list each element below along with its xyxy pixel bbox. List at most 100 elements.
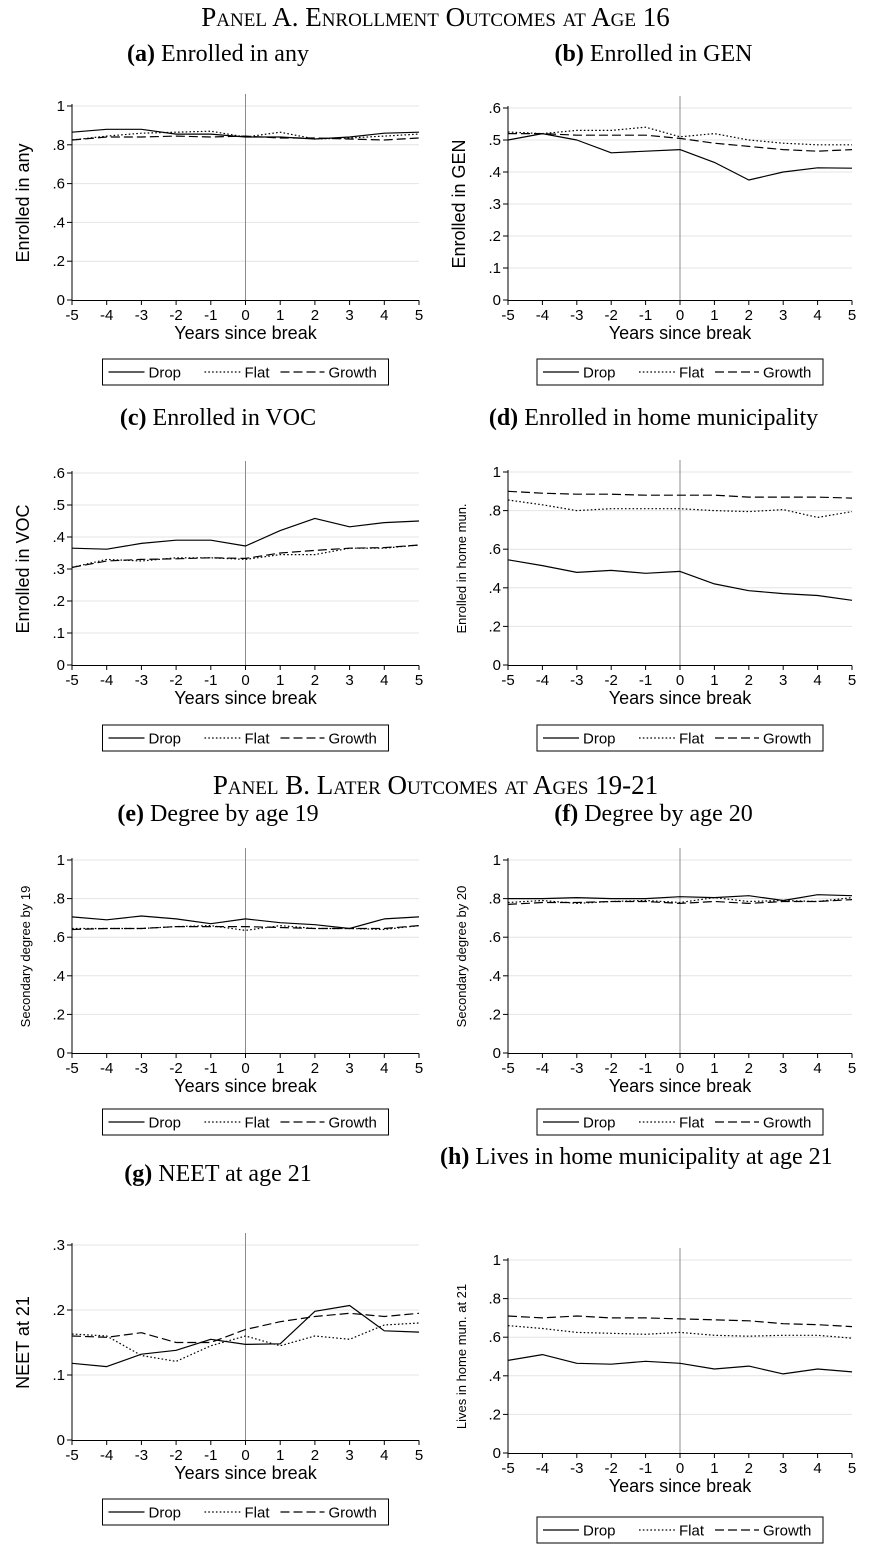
legend-label-drop: Drop [149,1115,182,1132]
subfig-g-caption: (g) NEET at age 21 [0,1160,436,1188]
x-axis-label: Years since break [174,688,317,708]
y-tick-label: 0 [57,292,65,309]
x-tick-label: 4 [813,307,821,324]
series-line-growth [71,925,420,931]
subfig-g-letter: (g) [124,1161,153,1187]
y-tick-label: .2 [488,618,501,635]
series-line-drop [71,517,420,550]
y-tick-label: .2 [52,253,65,270]
x-tick-label: 1 [276,307,284,324]
series-line-flat [507,126,852,146]
y-tick-label: 1 [57,98,65,115]
x-tick-label: 3 [779,672,787,689]
subfig-d-caption: (d) Enrolled in home municipality [436,404,871,432]
legend-label-growth: Growth [329,365,377,382]
y-tick-label: .4 [52,529,65,546]
x-tick-label: 4 [813,1460,821,1477]
y-tick-label: .4 [52,214,65,231]
x-tick-label: 0 [241,307,249,324]
legend-box [536,724,824,752]
x-tick-label: 3 [345,307,353,324]
x-tick-label: -5 [65,1447,78,1464]
legend-label-drop: Drop [149,731,182,748]
subfig-h-letter: (h) [440,1144,470,1170]
chart-a-svg: 0 .2 .4 .6 .8 1 -5 -4 -3 -2 -1 0 1 2 3 4 5 Years since br… [13,94,423,386]
series-line-drop [507,1354,853,1375]
subfig-f-title: Degree by age 20 [584,801,753,827]
x-axis-label: Years since break [174,323,317,343]
legend: Drop Flat Growth [536,358,824,386]
x-tick-label: 0 [241,1060,249,1077]
y-tick-label: .6 [52,465,65,482]
x-tick-label: -4 [536,307,549,324]
x-tick-label: 3 [779,1460,787,1477]
legend: Drop Flat Growth [102,358,389,386]
legend-label-flat: Flat [679,365,705,382]
y-tick-label: .4 [488,580,501,597]
chart-g-svg: 0 .1 .2 .3 -5 -4 -3 -2 -1 0 1 2 3 4 5 Years since break… [13,1233,423,1526]
x-tick-label: -4 [100,1060,113,1077]
x-tick-label: 3 [345,1060,353,1077]
x-tick-label: 1 [276,672,284,689]
x-tick-label: 1 [276,1060,284,1077]
y-tick-label: .2 [488,228,501,245]
x-tick-label: 2 [311,1060,319,1077]
subfig-f-caption: (f) Degree by age 20 [436,800,871,828]
chart-a: 0 .2 .4 .6 .8 1 -5 -4 -3 -2 -1 0 1 2 3 4 5 Years since br… [0,0,436,404]
y-axis-label: Enrolled in VOC [13,504,33,633]
x-tick-label: 4 [380,672,388,689]
x-tick-label: -1 [639,307,652,324]
legend-label-drop: Drop [149,365,182,382]
series-line-drop [507,133,853,181]
x-tick-label: 1 [276,1447,284,1464]
x-tick-label: 4 [813,672,821,689]
y-tick-label: 0 [57,1432,65,1449]
x-tick-label: 5 [415,672,423,689]
x-tick-label: -2 [169,1060,182,1077]
y-tick-label: 0 [493,657,501,674]
x-tick-label: 3 [779,307,787,324]
legend: Drop Flat Growth [536,1516,824,1544]
legend: Drop Flat Growth [536,724,824,752]
legend-label-drop: Drop [583,365,616,382]
x-tick-label: -1 [204,307,217,324]
x-tick-label: -1 [204,672,217,689]
x-tick-label: 5 [415,307,423,324]
x-tick-label: -3 [135,1060,148,1077]
subfig-e-letter: (e) [117,801,145,827]
series-line-growth [71,1312,420,1344]
x-tick-label: 3 [345,672,353,689]
x-tick-label: -5 [501,307,514,324]
chart-f: 0 .2 .4 .6 .8 1 -5 -4 -3 -2 -1 0 1 2 3 4 5 Years since br… [436,838,871,1142]
series-line-flat [71,1322,420,1362]
x-tick-label: -2 [169,1447,182,1464]
series-line-flat [71,130,420,141]
x-tick-label: -1 [204,1447,217,1464]
x-tick-label: 5 [848,1460,856,1477]
y-tick-label: .5 [52,497,65,514]
x-axis-label: Years since break [609,688,752,708]
subfig-g-title: NEET at age 21 [158,1161,312,1187]
x-tick-label: -3 [570,1460,583,1477]
y-axis-label: Enrolled in any [13,143,33,262]
x-tick-label: 4 [380,1447,388,1464]
series-line-drop [507,559,853,601]
legend-label-flat: Flat [679,731,705,748]
y-tick-label: .3 [488,196,501,213]
x-tick-label: 2 [745,672,753,689]
x-tick-label: -5 [501,1060,514,1077]
legend: Drop Flat Growth [536,1108,824,1136]
y-tick-label: .6 [488,100,501,117]
series-line-flat [507,1325,853,1339]
legend-label-drop: Drop [583,1523,616,1540]
x-tick-label: 2 [311,672,319,689]
series-line-growth [507,490,853,499]
y-tick-label: .3 [52,561,65,578]
chart-d: 0 .2 .4 .6 .8 1 -5 -4 -3 -2 -1 0 1 2 3 4 5 Years since br… [436,404,871,770]
series-line-growth [507,1315,853,1328]
legend-label-growth: Growth [329,731,377,748]
y-tick-label: .6 [488,541,501,558]
panel-a-title: Panel A. Enrollment Outcomes at Age 16 [201,2,670,32]
chart-e-svg: 0 .2 .4 .6 .8 1 -5 -4 -3 -2 -1 0 1 2 3 4 5 Years since br… [18,848,423,1136]
y-tick-label: .8 [488,503,501,520]
